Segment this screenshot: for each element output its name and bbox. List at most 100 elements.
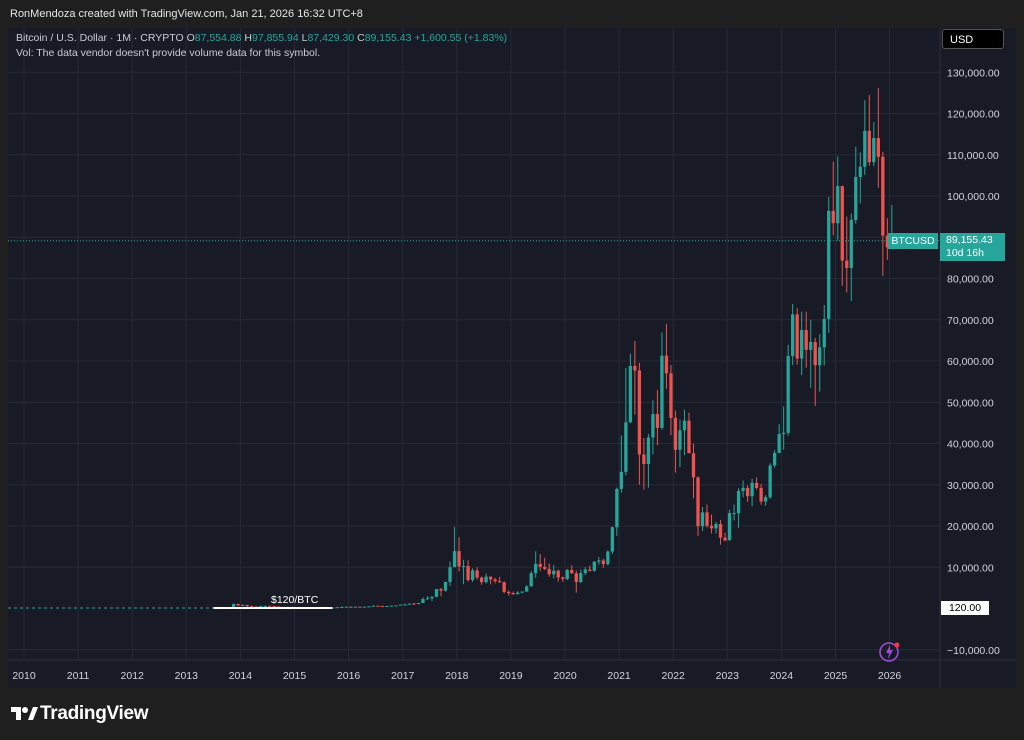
candle[interactable] [606,550,610,566]
candle[interactable] [561,576,565,582]
candle[interactable] [687,412,691,454]
candle[interactable] [407,603,412,605]
candle[interactable] [367,606,371,608]
candle[interactable] [484,573,488,584]
candle[interactable] [502,581,506,594]
candle[interactable] [439,587,443,597]
candle[interactable] [818,334,822,392]
candle[interactable] [786,344,790,436]
candle[interactable] [516,591,520,595]
candle[interactable] [425,596,430,600]
candle[interactable] [759,483,763,505]
candle[interactable] [768,463,772,499]
tradingview-logo-icon[interactable] [10,700,38,726]
candle[interactable] [800,311,804,376]
candle[interactable] [552,565,556,579]
candle[interactable] [809,319,813,388]
candle[interactable] [791,304,795,366]
candle[interactable] [782,406,786,450]
candle[interactable] [547,563,551,577]
candle[interactable] [579,569,583,584]
candle[interactable] [763,495,768,506]
candle[interactable] [331,607,335,609]
candle[interactable] [637,362,642,485]
candle[interactable] [385,605,389,607]
candle[interactable] [394,605,398,607]
candle[interactable] [628,353,633,424]
currency-button[interactable]: USD [942,29,1004,49]
candle[interactable] [822,304,826,366]
candle[interactable] [380,605,385,607]
candle[interactable] [340,606,344,608]
candle[interactable] [642,438,646,490]
candle[interactable] [705,504,709,528]
candle[interactable] [335,607,339,609]
candle[interactable] [241,604,245,606]
candle[interactable] [863,100,867,175]
candle[interactable] [434,588,439,598]
candle[interactable] [827,196,831,333]
candle[interactable] [655,390,660,446]
candle[interactable] [854,146,858,224]
candle[interactable] [673,410,678,473]
candle[interactable] [727,509,732,541]
candle[interactable] [416,602,421,605]
candle[interactable] [885,218,889,260]
candle[interactable] [250,605,254,608]
candle[interactable] [466,560,470,582]
candle[interactable] [574,570,578,593]
candle[interactable] [556,569,560,582]
reference-line-label[interactable]: $120/BTC [271,594,319,606]
candle[interactable] [772,450,777,468]
candle[interactable] [479,576,484,585]
candle[interactable] [263,605,267,607]
candle[interactable] [430,596,434,601]
candle[interactable] [457,537,461,572]
candle[interactable] [700,506,705,532]
candle[interactable] [777,424,781,454]
candle[interactable] [745,485,750,503]
candle[interactable] [849,213,853,302]
candle[interactable] [403,603,407,606]
candle[interactable] [736,488,741,528]
candle[interactable] [236,603,240,607]
candle[interactable] [610,526,614,555]
candle[interactable] [741,480,745,498]
candle[interactable] [398,604,403,606]
candle[interactable] [349,606,353,608]
candle[interactable] [371,605,376,607]
candle[interactable] [412,602,416,605]
tradingview-wordmark[interactable]: TradingView [40,703,149,724]
candle[interactable] [362,606,367,608]
candle[interactable] [831,161,835,236]
candle[interactable] [872,122,876,167]
candle[interactable] [511,591,515,595]
candle[interactable] [795,308,799,365]
candle[interactable] [272,606,276,608]
candle[interactable] [525,585,529,592]
candle[interactable] [497,576,502,583]
candle[interactable] [353,606,358,608]
candle[interactable] [754,477,759,490]
candle[interactable] [858,152,862,204]
candle[interactable] [461,559,466,585]
candle[interactable] [624,367,628,476]
candle[interactable] [245,604,249,607]
symbol-title[interactable]: Bitcoin / U.S. Dollar · 1M · CRYPTO [16,32,184,44]
candle[interactable] [543,557,547,571]
candle[interactable] [493,577,497,584]
candle[interactable] [876,87,880,188]
candle[interactable] [565,568,569,581]
candle[interactable] [696,476,700,536]
candle[interactable] [488,576,493,585]
candle[interactable] [588,565,592,572]
candle[interactable] [344,606,348,608]
candle[interactable] [268,605,272,607]
candle[interactable] [646,433,651,488]
lightning-icon[interactable] [878,640,902,664]
candle[interactable] [597,557,601,565]
candle[interactable] [570,565,574,574]
candle[interactable] [750,478,754,507]
candle[interactable] [691,443,696,499]
candle[interactable] [538,554,542,571]
